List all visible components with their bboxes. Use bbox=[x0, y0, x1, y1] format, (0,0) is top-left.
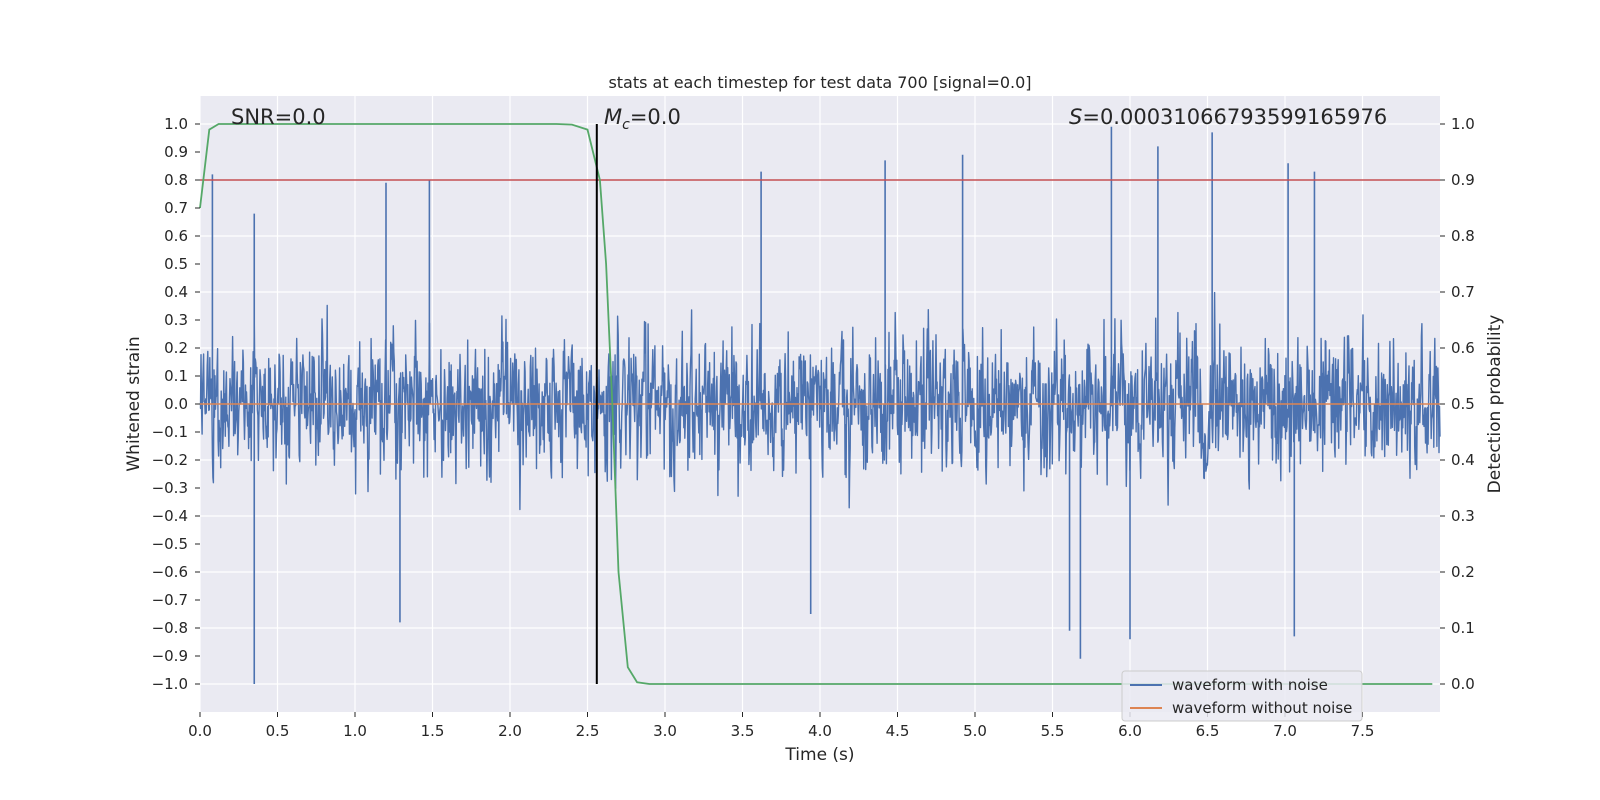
y-axis-right: 1.0 0.9 0.8 0.7 0.6 0.5 0.4 0.3 0.2 0.1 0.0 bbox=[1440, 115, 1475, 693]
series-detection-probability bbox=[199, 123, 1433, 685]
y-left-tick-label: −0.6 bbox=[152, 563, 188, 581]
y-axis-left: 1.0 0.9 0.8 0.7 0.6 0.5 0.4 0.3 0.2 0.1 0.0 −0.1 −0.… bbox=[152, 115, 200, 693]
y-left-tick-label: −0.5 bbox=[152, 535, 188, 553]
y-left-tick-label: 0.0 bbox=[164, 395, 188, 413]
y-left-tick-label: 0.9 bbox=[164, 143, 188, 161]
y-right-tick-label: 0.5 bbox=[1451, 395, 1475, 413]
legend: waveform with noise waveform without noi… bbox=[1121, 670, 1363, 722]
y-right-tick-label: 1.0 bbox=[1451, 115, 1475, 133]
y-right-tick-label: 0.4 bbox=[1451, 451, 1475, 469]
y-left-tick-label: 0.1 bbox=[164, 367, 188, 385]
y-right-tick-label: 0.1 bbox=[1451, 619, 1475, 637]
x-tick-label: 6.5 bbox=[1196, 722, 1220, 740]
x-tick-label: 2.5 bbox=[576, 722, 600, 740]
y-left-tick-label: 0.5 bbox=[164, 255, 188, 273]
y-left-tick-label: −0.2 bbox=[152, 451, 188, 469]
y-left-tick-label: 0.6 bbox=[164, 227, 188, 245]
mc-annotation: Mc=0.0 bbox=[604, 105, 681, 133]
x-tick-label: 6.0 bbox=[1118, 722, 1142, 740]
legend-label-noise: waveform with noise bbox=[1172, 676, 1328, 694]
y-left-tick-label: −0.4 bbox=[152, 507, 188, 525]
y-left-tick-label: 0.4 bbox=[164, 283, 188, 301]
x-tick-label: 1.0 bbox=[343, 722, 367, 740]
y-axis-right-label: Detection probability bbox=[1485, 315, 1505, 494]
y-left-tick-label: 0.3 bbox=[164, 311, 188, 329]
snr-annotation: SNR=0.0 bbox=[231, 105, 326, 129]
y-left-tick-label: −0.9 bbox=[152, 647, 188, 665]
y-right-tick-label: 0.3 bbox=[1451, 507, 1475, 525]
chart-title: stats at each timestep for test data 700… bbox=[608, 73, 1031, 92]
x-tick-label: 2.0 bbox=[498, 722, 522, 740]
mc-value: =0.0 bbox=[630, 105, 681, 129]
x-axis: 0.0 0.5 1.0 1.5 2.0 2.5 3.0 3.5 4.0 4.5 5.0 5.5 6.0 6… bbox=[188, 712, 1374, 740]
noise-line bbox=[199, 291, 1441, 511]
mc-symbol: M bbox=[604, 105, 622, 129]
y-left-tick-label: −0.8 bbox=[152, 619, 188, 637]
y-axis-left-label: Whitened strain bbox=[124, 336, 144, 471]
x-tick-label: 0.5 bbox=[266, 722, 290, 740]
x-axis-label: Time (s) bbox=[784, 745, 854, 765]
x-tick-label: 7.0 bbox=[1273, 722, 1297, 740]
series-waveform-with-noise bbox=[199, 126, 1441, 684]
legend-box bbox=[1121, 670, 1363, 722]
y-left-tick-label: −0.3 bbox=[152, 479, 188, 497]
x-tick-label: 0.0 bbox=[188, 722, 212, 740]
y-right-tick-label: 0.8 bbox=[1451, 227, 1475, 245]
legend-label-clean: waveform without noise bbox=[1172, 699, 1352, 717]
y-right-tick-label: 0.9 bbox=[1451, 171, 1475, 189]
x-tick-label: 3.0 bbox=[653, 722, 677, 740]
x-tick-label: 5.0 bbox=[963, 722, 987, 740]
y-left-tick-label: 0.8 bbox=[164, 171, 188, 189]
x-tick-label: 5.5 bbox=[1041, 722, 1065, 740]
y-right-tick-label: 0.2 bbox=[1451, 563, 1475, 581]
y-right-tick-label: 0.0 bbox=[1451, 675, 1475, 693]
x-tick-label: 1.5 bbox=[421, 722, 445, 740]
s-annotation: S=0.00031066793599165976 bbox=[1069, 105, 1387, 129]
overlay bbox=[199, 123, 1440, 685]
y-right-tick-label: 0.6 bbox=[1451, 339, 1475, 357]
s-value: =0.00031066793599165976 bbox=[1082, 105, 1387, 129]
y-left-tick-label: −0.1 bbox=[152, 423, 188, 441]
y-right-tick-label: 0.7 bbox=[1451, 283, 1475, 301]
y-left-tick-label: 0.7 bbox=[164, 199, 188, 217]
y-left-tick-label: −0.7 bbox=[152, 591, 188, 609]
x-tick-label: 4.0 bbox=[808, 722, 832, 740]
y-left-tick-label: 1.0 bbox=[164, 115, 188, 133]
y-left-tick-label: 0.2 bbox=[164, 339, 188, 357]
s-symbol: S bbox=[1069, 105, 1082, 129]
x-tick-label: 3.5 bbox=[731, 722, 755, 740]
y-left-tick-label: −1.0 bbox=[152, 675, 188, 693]
mc-subscript: c bbox=[622, 117, 630, 133]
x-tick-label: 4.5 bbox=[886, 722, 910, 740]
x-tick-label: 7.5 bbox=[1351, 722, 1375, 740]
